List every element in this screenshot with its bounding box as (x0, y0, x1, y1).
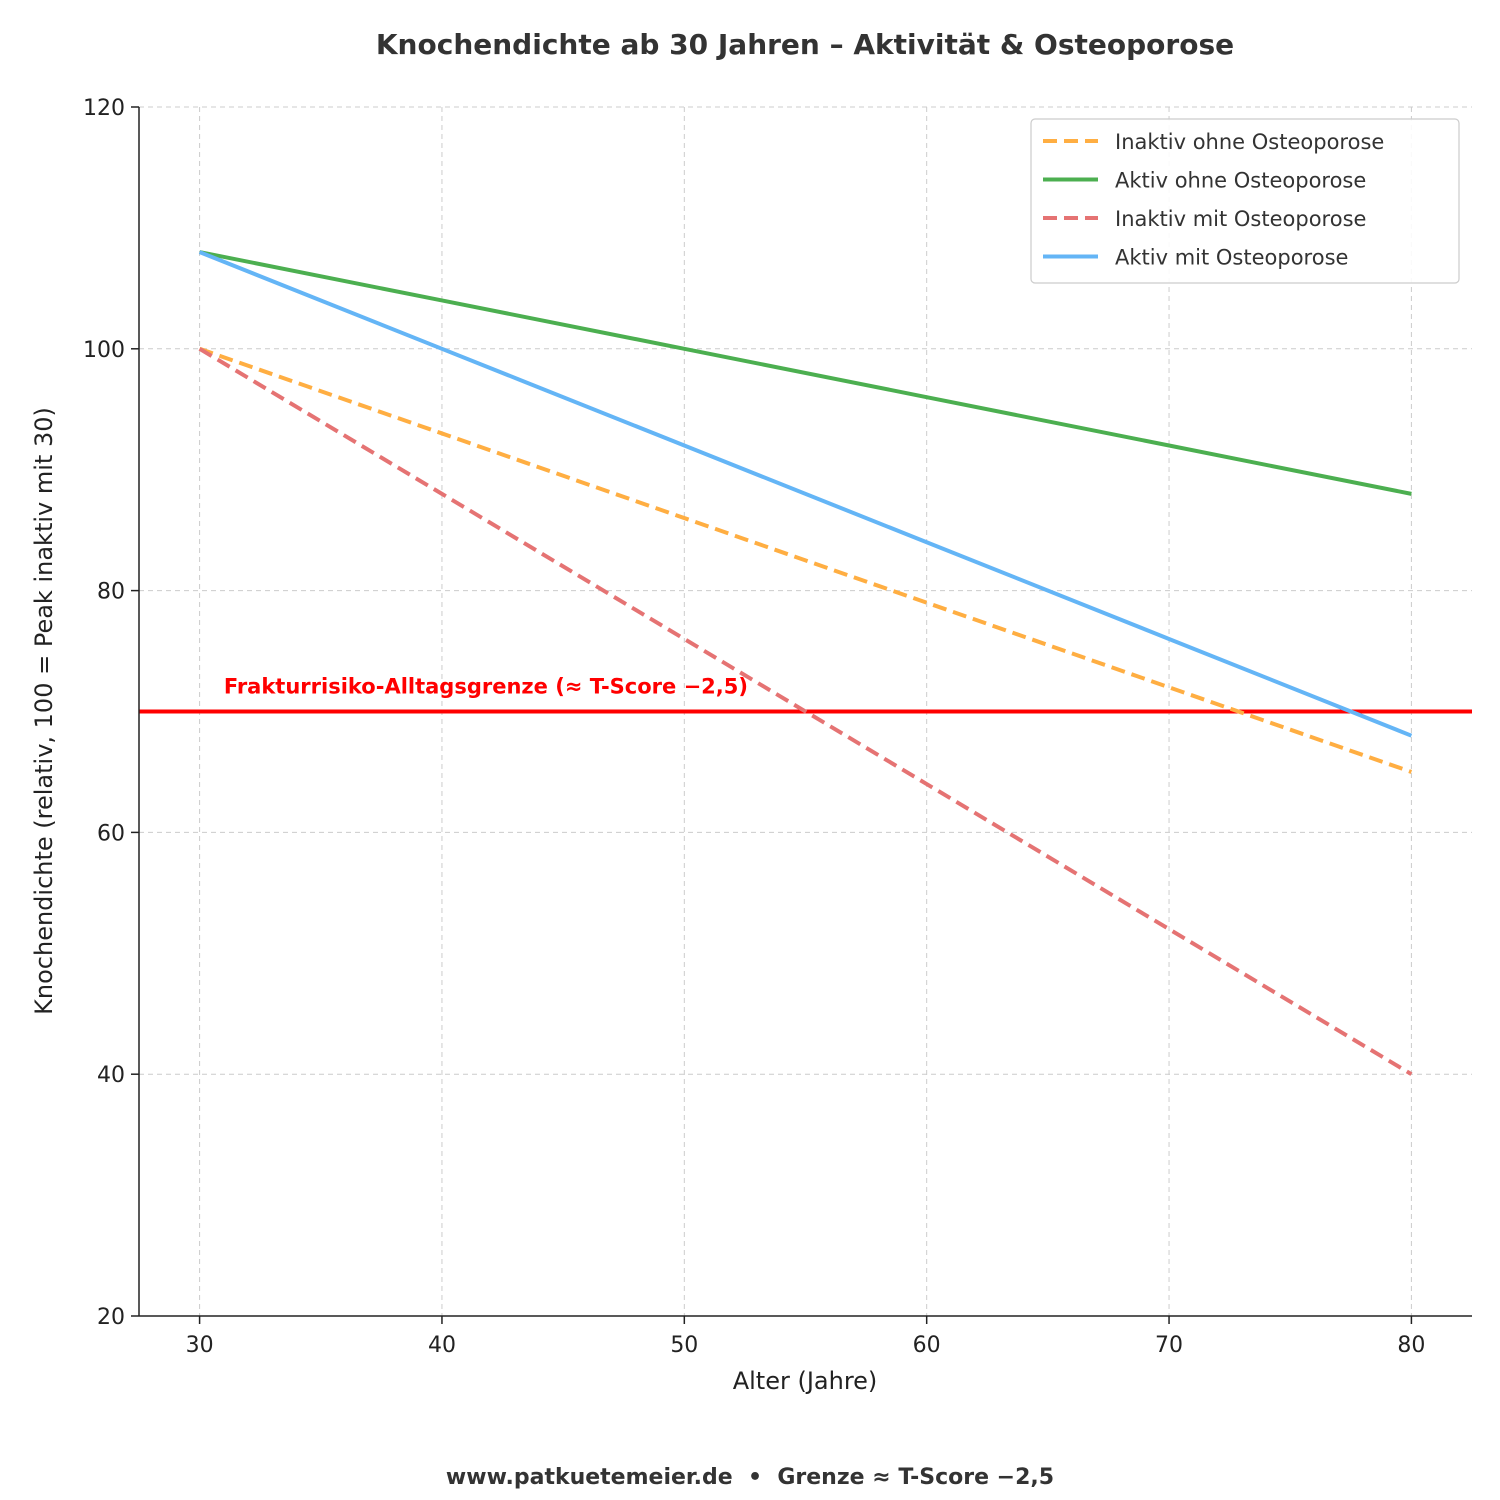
y-tick-label: 40 (97, 1063, 125, 1088)
x-tick-label: 80 (1397, 1333, 1425, 1358)
threshold-label: Frakturrisiko-Alltagsgrenze (≈ T-Score −… (224, 675, 748, 699)
y-tick-label: 120 (83, 96, 125, 121)
series-line-4 (198, 250, 1413, 738)
footer-text: www.patkuetemeier.de • Grenze ≈ T-Score … (446, 1465, 1054, 1490)
series-line-3 (198, 347, 1413, 1076)
series-line-1 (198, 346, 1413, 774)
y-axis-label: Knochendichte (relativ, 100 = Peak inakt… (30, 407, 58, 1015)
legend-label: Aktiv mit Osteoporose (1115, 246, 1348, 270)
series-lines (198, 250, 1413, 1076)
axes (138, 107, 1472, 1317)
legend-label: Aktiv ohne Osteoporose (1115, 169, 1366, 193)
series-line-2 (199, 250, 1412, 496)
x-tick-label: 50 (670, 1333, 698, 1358)
y-tick-label: 100 (83, 338, 125, 363)
legend-box (1030, 118, 1460, 284)
legend-label: Inaktiv ohne Osteoporose (1115, 130, 1384, 154)
x-tick-label: 70 (1155, 1333, 1183, 1358)
legend: Inaktiv ohne Osteoporose Aktiv ohne Osteo… (1030, 118, 1460, 284)
x-tick-label: 30 (186, 1333, 214, 1358)
y-tick-label: 20 (97, 1305, 125, 1330)
x-axis-label: Alter (Jahre) (733, 1367, 878, 1395)
y-tick-label: 80 (97, 580, 125, 605)
y-tick-label: 60 (97, 821, 125, 846)
legend-label: Inaktiv mit Osteoporose (1115, 207, 1366, 231)
x-tick-label: 40 (428, 1333, 456, 1358)
chart-title: Knochendichte ab 30 Jahren – Aktivität &… (376, 28, 1234, 61)
axis-ticks: 30 40 50 60 70 80 20 40 60 80 100 120 (83, 96, 1425, 1358)
x-tick-label: 60 (913, 1333, 941, 1358)
